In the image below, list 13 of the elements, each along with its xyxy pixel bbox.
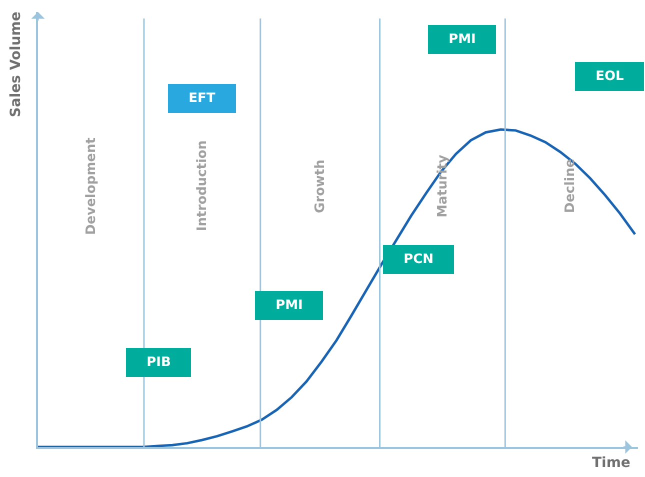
x-axis-title: Time bbox=[592, 455, 630, 471]
text: EOL bbox=[582, 69, 638, 84]
annotation: PMI bbox=[262, 298, 316, 313]
text: PMI bbox=[435, 32, 490, 47]
annotation: Introduction bbox=[195, 140, 210, 232]
text: EFT bbox=[175, 91, 229, 106]
y-axis-title: Sales Volume bbox=[8, 12, 24, 118]
annotation: Maturity bbox=[435, 154, 450, 218]
annotation: PCN bbox=[390, 252, 448, 267]
annotation: Growth bbox=[313, 160, 328, 214]
annotation: Development bbox=[84, 138, 99, 235]
annotation: Decline bbox=[563, 158, 578, 214]
annotation: PIB bbox=[133, 355, 184, 370]
